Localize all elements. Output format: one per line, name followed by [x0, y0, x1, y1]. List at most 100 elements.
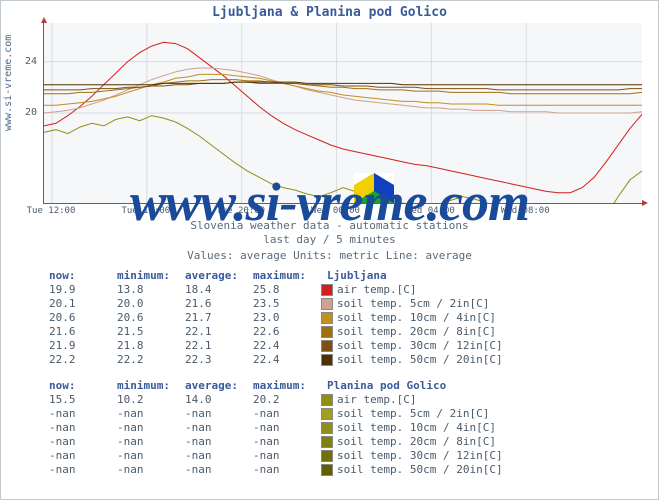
- value-cell: 21.8: [117, 339, 185, 353]
- value-cell: 21.6: [49, 325, 117, 339]
- value-cell: -nan: [185, 421, 253, 435]
- series-label: soil temp. 20cm / 8in[C]: [337, 435, 496, 448]
- table-row: 19.913.818.425.8air temp.[C]: [49, 283, 509, 297]
- series-label-cell: air temp.[C]: [321, 283, 509, 297]
- y-tick-label: 20: [25, 107, 37, 118]
- series-label-cell: soil temp. 30cm / 12in[C]: [321, 449, 509, 463]
- value-cell: 14.0: [185, 393, 253, 407]
- series-swatch-icon: [321, 422, 333, 434]
- x-tick-label: Wed 08:00: [501, 206, 550, 216]
- series-label: soil temp. 5cm / 2in[C]: [337, 407, 489, 420]
- series-label: air temp.[C]: [337, 393, 416, 406]
- value-cell: 22.2: [117, 353, 185, 367]
- chart-container: www.si-vreme.com Ljubljana & Planina pod…: [0, 0, 659, 500]
- series-label: soil temp. 30cm / 12in[C]: [337, 449, 503, 462]
- series-label: soil temp. 20cm / 8in[C]: [337, 325, 496, 338]
- series-label-cell: soil temp. 5cm / 2in[C]: [321, 297, 509, 311]
- series-swatch-icon: [321, 298, 333, 310]
- table-row: 15.510.214.020.2air temp.[C]: [49, 393, 509, 407]
- col-header: now:: [49, 269, 117, 283]
- value-cell: 20.1: [49, 297, 117, 311]
- value-cell: -nan: [117, 435, 185, 449]
- subtitle-line-1: Slovenia weather data - automatic statio…: [1, 219, 658, 232]
- series-label-cell: soil temp. 20cm / 8in[C]: [321, 325, 509, 339]
- value-cell: 22.1: [185, 339, 253, 353]
- value-cell: -nan: [253, 407, 321, 421]
- chart-svg: [44, 23, 642, 203]
- table-row: 20.620.621.723.0soil temp. 10cm / 4in[C]: [49, 311, 509, 325]
- x-tick-label: Tue 12:00: [27, 206, 76, 216]
- data-tables: now:minimum:average:maximum: Ljubljana19…: [49, 269, 648, 477]
- table-row: -nan-nan-nan-nansoil temp. 5cm / 2in[C]: [49, 407, 509, 421]
- chart-title: Ljubljana & Planina pod Golico: [1, 1, 658, 20]
- value-cell: -nan: [253, 449, 321, 463]
- value-cell: -nan: [185, 463, 253, 477]
- logo-icon: [354, 173, 394, 203]
- col-header: minimum:: [117, 379, 185, 393]
- value-cell: 21.9: [49, 339, 117, 353]
- series-label: soil temp. 10cm / 4in[C]: [337, 311, 496, 324]
- value-cell: 21.6: [185, 297, 253, 311]
- value-cell: -nan: [185, 449, 253, 463]
- series-swatch-icon: [321, 436, 333, 448]
- value-cell: -nan: [253, 435, 321, 449]
- value-cell: 20.0: [117, 297, 185, 311]
- value-cell: -nan: [117, 407, 185, 421]
- x-tick-label: Wed 00:00: [311, 206, 360, 216]
- col-header: maximum:: [253, 379, 321, 393]
- series-label-cell: soil temp. 10cm / 4in[C]: [321, 421, 509, 435]
- series-label: soil temp. 10cm / 4in[C]: [337, 421, 496, 434]
- series-label-cell: soil temp. 50cm / 20in[C]: [321, 353, 509, 367]
- table-row: 20.120.021.623.5soil temp. 5cm / 2in[C]: [49, 297, 509, 311]
- series-label: soil temp. 30cm / 12in[C]: [337, 339, 503, 352]
- series-swatch-icon: [321, 326, 333, 338]
- value-cell: -nan: [49, 463, 117, 477]
- series-label: soil temp. 50cm / 20in[C]: [337, 463, 503, 476]
- y-tick-label: 24: [25, 56, 37, 67]
- table-row: -nan-nan-nan-nansoil temp. 20cm / 8in[C]: [49, 435, 509, 449]
- location-header: Ljubljana: [321, 269, 509, 283]
- value-cell: 19.9: [49, 283, 117, 297]
- value-cell: 25.8: [253, 283, 321, 297]
- series-swatch-icon: [321, 394, 333, 406]
- value-cell: -nan: [117, 463, 185, 477]
- x-tick-label: Tue 16:00: [121, 206, 170, 216]
- value-cell: 23.5: [253, 297, 321, 311]
- value-cell: 23.0: [253, 311, 321, 325]
- value-cell: 22.3: [185, 353, 253, 367]
- table-row: -nan-nan-nan-nansoil temp. 50cm / 20in[C…: [49, 463, 509, 477]
- table-row: 22.222.222.322.4soil temp. 50cm / 20in[C…: [49, 353, 509, 367]
- value-cell: -nan: [49, 449, 117, 463]
- value-cell: -nan: [49, 421, 117, 435]
- series-swatch-icon: [321, 464, 333, 476]
- value-cell: -nan: [117, 449, 185, 463]
- chart-plot-area: [43, 23, 642, 204]
- value-cell: 20.6: [49, 311, 117, 325]
- series-label-cell: air temp.[C]: [321, 393, 509, 407]
- table-row: -nan-nan-nan-nansoil temp. 30cm / 12in[C…: [49, 449, 509, 463]
- value-cell: -nan: [185, 407, 253, 421]
- series-label-cell: soil temp. 30cm / 12in[C]: [321, 339, 509, 353]
- value-cell: -nan: [117, 421, 185, 435]
- series-swatch-icon: [321, 450, 333, 462]
- value-cell: 22.1: [185, 325, 253, 339]
- source-link[interactable]: www.si-vreme.com: [3, 35, 14, 131]
- x-tick-label: Tue 20:00: [216, 206, 265, 216]
- col-header: now:: [49, 379, 117, 393]
- series-label-cell: soil temp. 5cm / 2in[C]: [321, 407, 509, 421]
- series-swatch-icon: [321, 408, 333, 420]
- subtitle-line-2: last day / 5 minutes: [1, 233, 658, 246]
- x-tick-label: Wed 04:00: [406, 206, 455, 216]
- stats-table: now:minimum:average:maximum: Planina pod…: [49, 379, 509, 477]
- series-label-cell: soil temp. 10cm / 4in[C]: [321, 311, 509, 325]
- value-cell: -nan: [253, 421, 321, 435]
- series-label: air temp.[C]: [337, 283, 416, 296]
- col-header: minimum:: [117, 269, 185, 283]
- location-header: Planina pod Golico: [321, 379, 509, 393]
- table-row: -nan-nan-nan-nansoil temp. 10cm / 4in[C]: [49, 421, 509, 435]
- value-cell: 21.5: [117, 325, 185, 339]
- value-cell: 22.4: [253, 353, 321, 367]
- col-header: maximum:: [253, 269, 321, 283]
- series-swatch-icon: [321, 340, 333, 352]
- value-cell: -nan: [49, 435, 117, 449]
